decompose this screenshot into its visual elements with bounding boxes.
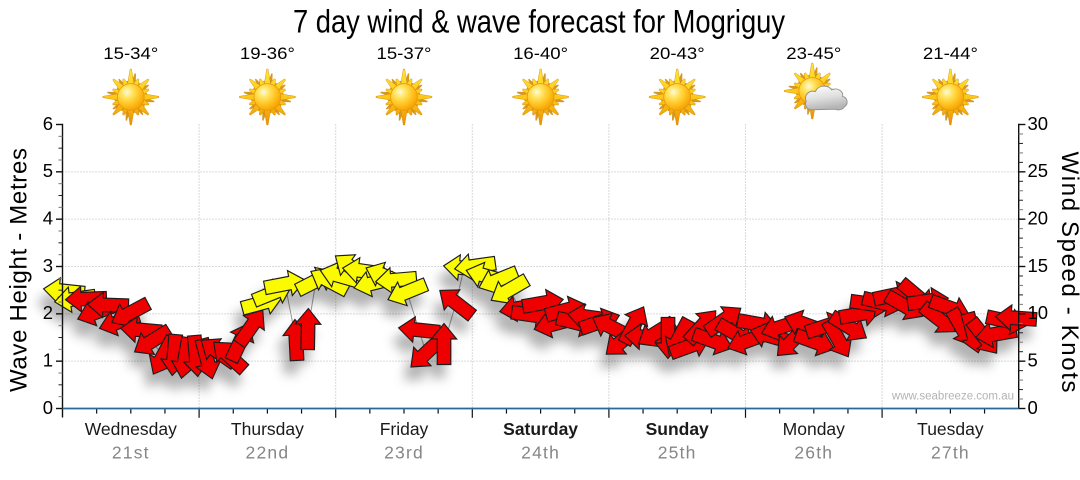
svg-text:Sunday: Sunday <box>646 419 709 439</box>
svg-text:Monday: Monday <box>783 419 846 439</box>
svg-text:23rd: 23rd <box>384 442 424 462</box>
svg-text:30: 30 <box>1028 113 1049 134</box>
svg-text:25: 25 <box>1028 160 1049 181</box>
svg-text:5: 5 <box>1028 350 1038 371</box>
svg-text:20-43°: 20-43° <box>650 45 705 63</box>
svg-text:7 day wind & wave forecast for: 7 day wind & wave forecast for Mogriguy <box>293 4 785 40</box>
svg-text:26th: 26th <box>794 442 833 462</box>
svg-text:27th: 27th <box>931 442 970 462</box>
svg-text:22nd: 22nd <box>246 442 290 462</box>
svg-text:15-37°: 15-37° <box>377 45 432 63</box>
svg-text:20: 20 <box>1028 208 1049 229</box>
svg-text:15: 15 <box>1028 255 1049 276</box>
svg-text:23-45°: 23-45° <box>786 45 841 63</box>
svg-text:0: 0 <box>1028 397 1038 418</box>
svg-text:Thursday: Thursday <box>231 419 304 439</box>
svg-text:3: 3 <box>43 255 53 276</box>
svg-text:16-40°: 16-40° <box>513 45 568 63</box>
svg-text:19-36°: 19-36° <box>240 45 295 63</box>
svg-text:Tuesday: Tuesday <box>917 419 984 439</box>
svg-text:21st: 21st <box>112 442 150 462</box>
svg-text:Wednesday: Wednesday <box>85 419 177 439</box>
svg-text:24th: 24th <box>521 442 560 462</box>
svg-text:Wind Speed - Knots: Wind Speed - Knots <box>1056 152 1080 393</box>
svg-text:Wave Height - Metres: Wave Height - Metres <box>6 148 33 392</box>
svg-text:15-34°: 15-34° <box>103 45 158 63</box>
svg-text:www.seabreeze.com.au: www.seabreeze.com.au <box>891 391 1014 403</box>
svg-text:5: 5 <box>43 160 53 181</box>
svg-text:1: 1 <box>43 350 53 371</box>
svg-text:0: 0 <box>43 397 53 418</box>
svg-text:10: 10 <box>1028 302 1049 323</box>
svg-text:21-44°: 21-44° <box>923 45 978 63</box>
svg-text:Saturday: Saturday <box>503 419 578 439</box>
svg-text:25th: 25th <box>658 442 697 462</box>
svg-text:2: 2 <box>43 302 53 323</box>
svg-text:6: 6 <box>43 113 53 134</box>
svg-text:Friday: Friday <box>380 419 429 439</box>
svg-text:4: 4 <box>43 208 53 229</box>
